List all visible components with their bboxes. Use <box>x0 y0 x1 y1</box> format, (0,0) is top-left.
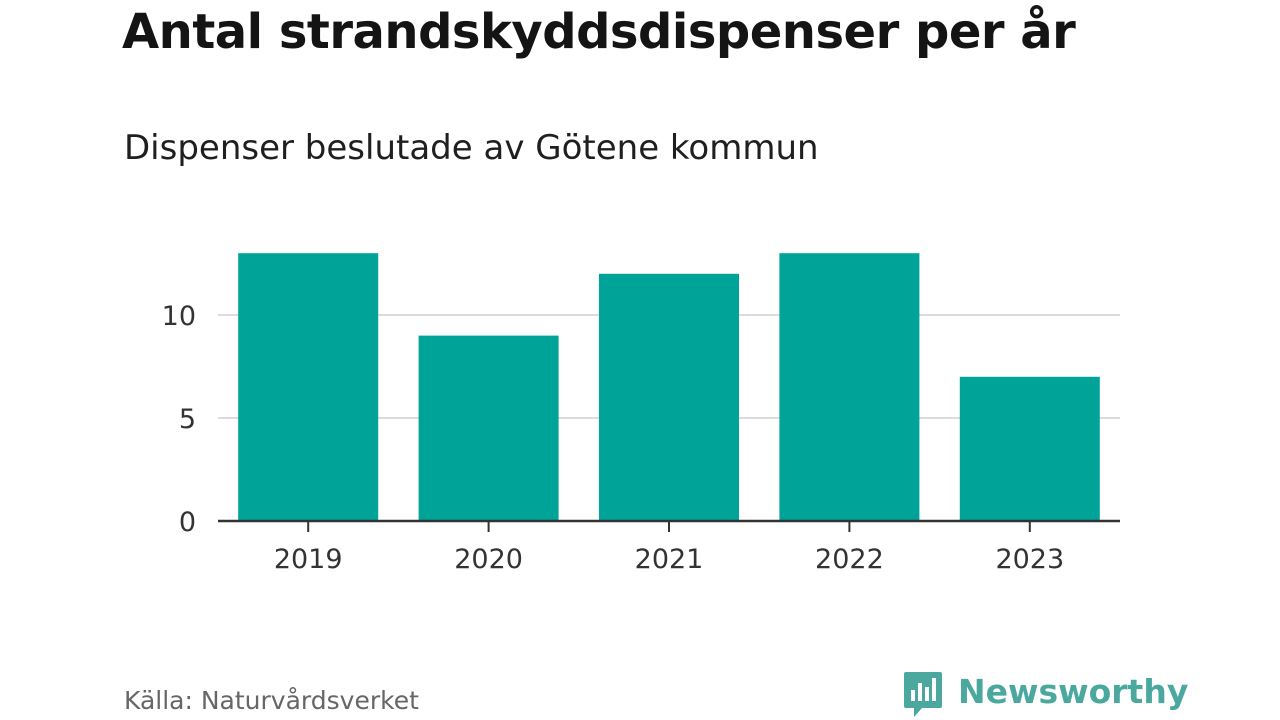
x-tick-label: 2019 <box>274 544 343 575</box>
y-tick-label: 0 <box>179 507 196 538</box>
bar-2023 <box>959 376 1100 521</box>
x-tick-label: 2023 <box>995 544 1064 575</box>
x-tick-label: 2020 <box>454 544 523 575</box>
tick-labels: 0 5 10 2019 2020 2021 2022 2023 <box>162 301 1065 575</box>
bars <box>238 253 1100 521</box>
chart-subtitle: Dispenser beslutade av Götene kommun <box>124 128 819 168</box>
y-tick-label: 5 <box>179 404 196 435</box>
bar-2022 <box>779 253 920 521</box>
chart-title: Antal strandskyddsdispenser per år <box>122 4 1076 60</box>
y-tick-label: 10 <box>162 301 196 332</box>
bar-2019 <box>238 253 379 521</box>
x-tick-label: 2022 <box>815 544 884 575</box>
bar-2020 <box>418 335 559 521</box>
x-tick-label: 2021 <box>635 544 704 575</box>
source-note: Källa: Naturvårdsverket <box>124 686 419 715</box>
brand-name: Newsworthy <box>958 672 1189 711</box>
axes <box>218 519 1120 532</box>
bar-2021 <box>599 273 739 521</box>
newsworthy-logo: Newsworthy <box>902 670 1188 720</box>
newsworthy-logo-icon <box>904 672 942 717</box>
